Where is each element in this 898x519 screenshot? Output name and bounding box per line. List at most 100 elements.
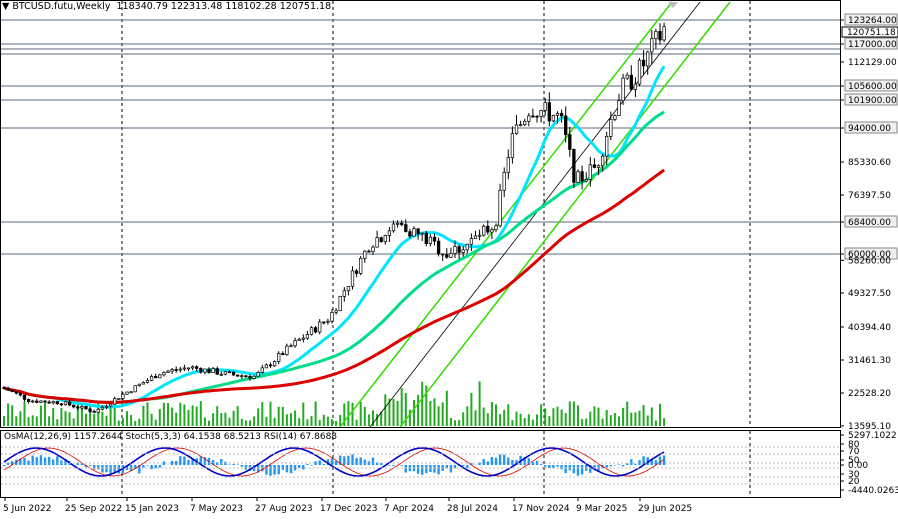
candle-body: [547, 102, 551, 122]
time-label: 17 Nov 2024: [512, 504, 570, 514]
volume-bar: [396, 401, 399, 426]
candle-body: [80, 406, 84, 409]
osma-bar: [187, 459, 190, 465]
candle-body: [449, 253, 453, 258]
candle-body: [211, 368, 215, 374]
volume-bar: [449, 418, 452, 426]
price-level-box: [844, 37, 898, 50]
price-label: 112129.00: [848, 58, 897, 68]
volume-bar: [23, 401, 26, 426]
candle-body: [539, 110, 543, 117]
volume-bar: [351, 402, 354, 426]
osma-bar: [531, 461, 535, 465]
candle-body: [59, 403, 64, 406]
candle-body: [190, 366, 195, 369]
candle-body: [412, 228, 416, 237]
osma-bar: [564, 465, 567, 474]
candle-body: [428, 236, 433, 244]
osma-bar: [6, 462, 10, 465]
osma-bar: [31, 455, 34, 465]
osma-bar: [498, 454, 502, 465]
candle-body: [301, 337, 305, 340]
candle-body: [281, 353, 285, 356]
volume-bar: [408, 409, 411, 426]
candle-body: [625, 74, 629, 79]
price-label: 60000.00: [848, 250, 891, 260]
volume-bar: [273, 417, 276, 426]
osma-bar: [179, 456, 182, 465]
candle-body: [531, 115, 535, 118]
volume-bar: [568, 401, 571, 426]
candle-body: [154, 376, 158, 379]
candle-body: [207, 368, 211, 374]
osma-bar: [232, 464, 235, 465]
osma-bar: [142, 465, 145, 468]
candle-body: [486, 225, 490, 233]
volume-bar: [146, 402, 149, 426]
osma-bar: [257, 465, 260, 473]
volume-bar: [638, 410, 641, 426]
osma-bar: [138, 465, 141, 474]
main-chart-frame: [0, 0, 841, 428]
osma-bar: [552, 465, 555, 469]
current-price-label: 120751.18: [847, 28, 896, 38]
volume-bar: [630, 412, 633, 426]
candle-body: [293, 340, 297, 347]
osma-bar: [437, 465, 440, 475]
candle-body: [613, 115, 617, 120]
price-label: 94000.00: [848, 124, 891, 134]
price-label: 13595.10: [848, 422, 891, 432]
osma-bar: [347, 455, 350, 465]
candle-body: [354, 270, 359, 274]
volume-bar: [277, 406, 280, 426]
ma-fast-line: [3, 65, 666, 409]
candle-body: [186, 367, 191, 370]
volume-bar: [367, 414, 370, 426]
candle-body: [543, 102, 547, 111]
candle-body: [457, 246, 461, 253]
volume-bar: [187, 409, 190, 426]
volume-bar: [523, 418, 526, 426]
volume-bar: [388, 398, 391, 426]
dropdown-icon[interactable]: ▼: [2, 1, 13, 12]
volume-bar: [519, 413, 522, 426]
osma-bar: [404, 465, 407, 473]
candle-body: [650, 38, 654, 53]
volume-bar: [105, 415, 108, 426]
volume-bar: [613, 413, 616, 426]
candle-body: [596, 165, 601, 168]
osma-bar: [343, 456, 346, 465]
volume-bar: [80, 408, 83, 426]
candle-body: [236, 374, 240, 377]
candle-body: [387, 230, 392, 236]
osma-bar: [654, 460, 658, 465]
candle-body: [47, 401, 51, 404]
volume-bar: [372, 410, 374, 426]
channel-mid-line: [369, 1, 701, 428]
volume-bar: [179, 402, 182, 426]
candle-body: [408, 231, 412, 237]
volume-bar: [659, 403, 661, 426]
volume-bar: [445, 390, 448, 426]
candle-body: [498, 189, 502, 227]
candle-body: [43, 400, 47, 403]
osma-bar: [539, 463, 543, 465]
volume-bar: [380, 411, 383, 426]
osma-bar: [23, 457, 26, 465]
volume-bar: [89, 406, 92, 426]
price-level-box: [844, 121, 898, 134]
candle-body: [654, 30, 658, 40]
candle-body: [473, 235, 478, 239]
candle-body: [240, 375, 244, 378]
volume-bar: [417, 394, 420, 426]
volume-bar: [27, 417, 30, 426]
candle-body: [592, 164, 597, 168]
candle-body: [108, 403, 113, 407]
close-value: 120751.18: [279, 1, 332, 12]
osma-bar: [375, 462, 379, 465]
volume-bar: [257, 408, 260, 426]
volume-bar: [85, 413, 87, 426]
shift-marker-icon[interactable]: [668, 2, 678, 8]
volume-bar: [171, 407, 174, 426]
